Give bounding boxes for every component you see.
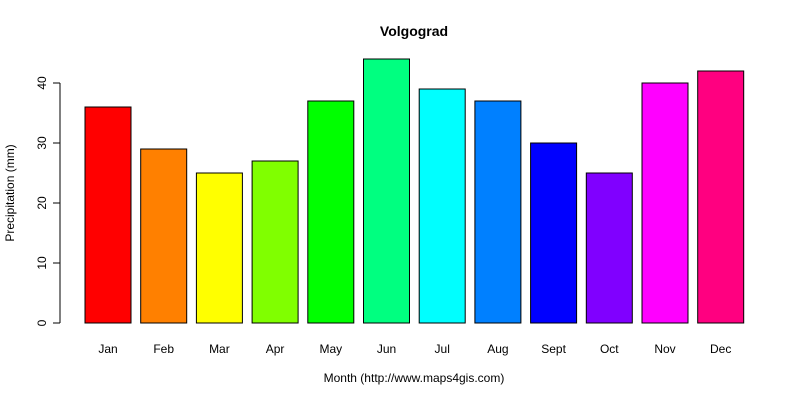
bar-apr bbox=[251, 160, 299, 324]
bar-sept bbox=[530, 142, 578, 324]
y-tick-label: 10 bbox=[35, 256, 49, 270]
y-axis-label: Precipitation (mm) bbox=[3, 144, 17, 241]
bar-feb bbox=[140, 148, 188, 324]
x-tick-label-jan: Jan bbox=[98, 342, 117, 356]
x-tick-labels: Jan Feb Mar Apr May Jun Jul Aug Sept Oct Nov Dec bbox=[98, 342, 731, 356]
bar-nov bbox=[641, 82, 689, 324]
y-tick-label: 20 bbox=[35, 196, 49, 210]
bar-mar bbox=[195, 172, 243, 324]
bar-dec bbox=[697, 70, 745, 324]
x-tick-label-mar: Mar bbox=[209, 342, 230, 356]
bar-jul bbox=[418, 88, 466, 324]
chart-title: Volgograd bbox=[380, 23, 448, 39]
y-axis: 0 10 20 30 40 bbox=[35, 76, 61, 326]
bar-may bbox=[307, 100, 355, 324]
x-tick-label-apr: Apr bbox=[266, 342, 285, 356]
x-tick-label-may: May bbox=[319, 342, 342, 356]
y-tick-label: 40 bbox=[35, 76, 49, 90]
x-tick-label-nov: Nov bbox=[654, 342, 675, 356]
x-tick-label-jun: Jun bbox=[377, 342, 396, 356]
bar-jun bbox=[363, 58, 410, 324]
x-tick-label-oct: Oct bbox=[600, 342, 619, 356]
x-axis-label: Month (http://www.maps4gis.com) bbox=[324, 371, 505, 385]
x-tick-label-dec: Dec bbox=[710, 342, 731, 356]
x-tick-label-feb: Feb bbox=[153, 342, 174, 356]
y-tick-label: 0 bbox=[35, 319, 49, 326]
x-tick-label-jul: Jul bbox=[435, 342, 450, 356]
y-tick-label: 30 bbox=[35, 136, 49, 150]
bar-jan bbox=[84, 106, 132, 324]
bar-aug bbox=[474, 100, 522, 324]
x-tick-label-sept: Sept bbox=[541, 342, 566, 356]
x-tick-label-aug: Aug bbox=[487, 342, 508, 356]
bars bbox=[84, 58, 745, 324]
bar-oct bbox=[585, 172, 633, 324]
